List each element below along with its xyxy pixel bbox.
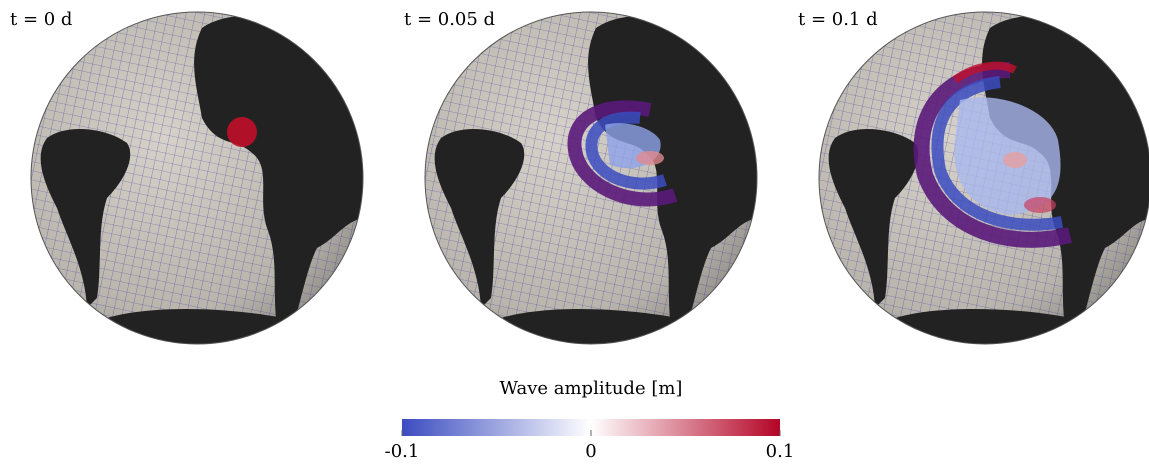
panel-label: t = 0 d: [10, 9, 72, 30]
wave-source: [227, 117, 257, 147]
wave-front: [567, 100, 678, 207]
colorbar-tick-label: 0.1: [766, 441, 795, 462]
colorbar-ticks: -0.1 0 0.1: [385, 430, 795, 462]
colorbar-tick-label: -0.1: [385, 441, 420, 462]
panel-label: t = 0.1 d: [798, 9, 878, 30]
globe: [27, 8, 367, 348]
colorbar-title: Wave amplitude [m]: [500, 378, 683, 399]
colorbar: [402, 419, 780, 436]
colorbar-tick-label: 0: [585, 441, 596, 462]
panel-label: t = 0.05 d: [404, 9, 495, 30]
wave-front: [913, 61, 1072, 248]
